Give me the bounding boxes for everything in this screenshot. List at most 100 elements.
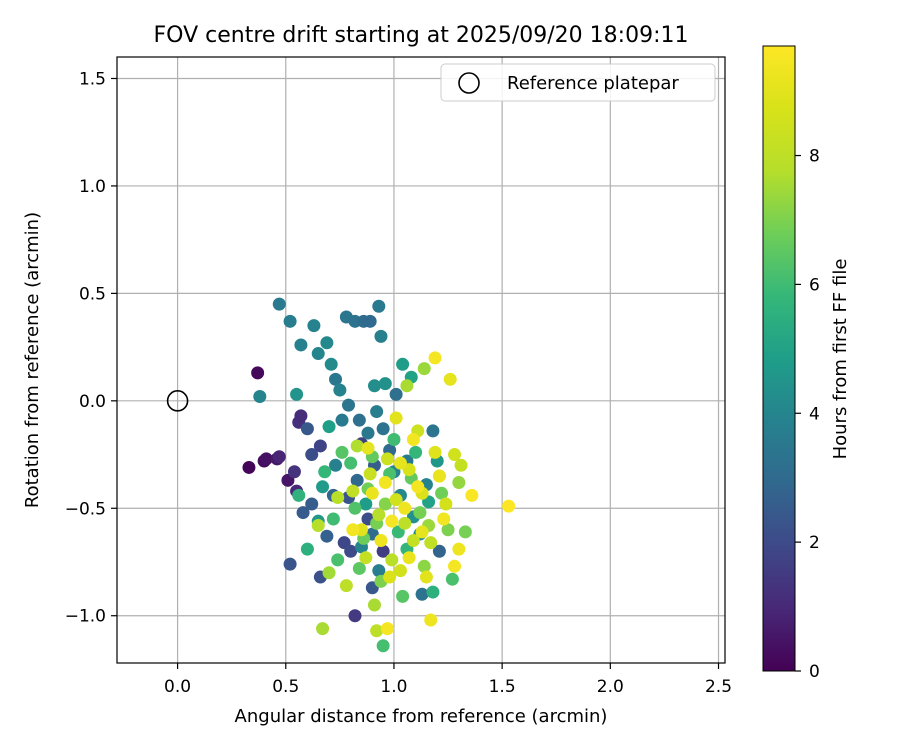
data-point — [331, 491, 345, 505]
data-point — [316, 622, 330, 636]
data-point — [435, 486, 449, 500]
colorbar-label: Hours from first FF file — [830, 259, 851, 460]
data-point — [452, 542, 466, 556]
plot-frame — [116, 56, 726, 664]
data-point — [318, 465, 332, 479]
data-point — [443, 372, 457, 386]
data-point — [283, 557, 297, 571]
y-tick-label: 1.0 — [79, 177, 106, 197]
data-point — [387, 433, 401, 447]
data-point — [283, 314, 297, 328]
data-point — [363, 314, 377, 328]
data-point — [272, 450, 286, 464]
data-point — [322, 420, 336, 434]
data-point — [344, 456, 358, 470]
data-point — [411, 480, 425, 494]
data-point — [454, 458, 468, 472]
data-point — [445, 572, 459, 586]
x-tick-label: 1.0 — [380, 677, 407, 697]
data-point — [448, 559, 462, 573]
x-tick-label: 1.5 — [489, 677, 516, 697]
y-tick-label: 0.0 — [79, 392, 106, 412]
data-point — [333, 383, 347, 397]
data-point — [417, 559, 431, 573]
data-point — [389, 411, 403, 425]
data-point — [294, 409, 308, 423]
data-point — [380, 622, 394, 636]
data-point — [413, 506, 427, 520]
data-point — [426, 585, 440, 599]
data-point — [300, 422, 314, 436]
data-point — [396, 357, 410, 371]
colorbar-ticks: 0 2 4 6 8 — [795, 147, 820, 682]
colorbar-tick-label: 8 — [809, 147, 820, 167]
data-point — [417, 362, 431, 376]
data-point — [385, 514, 399, 528]
data-point — [326, 512, 340, 526]
data-point — [439, 497, 453, 511]
y-tick-label: 0.5 — [79, 284, 106, 304]
data-point — [378, 475, 392, 489]
x-tick-label: 2.0 — [597, 677, 624, 697]
legend-marker-icon — [458, 72, 480, 94]
x-axis-label: Angular distance from reference (arcmin) — [235, 706, 608, 727]
colorbar-tick-label: 0 — [809, 662, 820, 682]
data-point — [406, 433, 420, 447]
data-point — [350, 473, 364, 487]
data-point — [305, 448, 319, 462]
data-point — [331, 553, 345, 567]
data-point — [437, 512, 451, 526]
data-point — [370, 624, 384, 638]
grid-lines — [117, 57, 725, 663]
data-point — [424, 536, 438, 550]
data-point — [428, 445, 442, 459]
data-point — [367, 379, 381, 393]
data-point — [365, 486, 379, 500]
legend-label: Reference platepar — [507, 73, 679, 94]
y-axis-ticks: −1.0 −0.5 0.0 0.5 1.0 1.5 — [65, 69, 117, 627]
scatter-points — [242, 297, 516, 653]
data-point — [352, 413, 366, 427]
data-point — [290, 387, 304, 401]
data-point — [426, 424, 440, 438]
data-point — [305, 497, 319, 511]
data-point — [415, 525, 429, 539]
data-point — [448, 448, 462, 462]
legend: Reference platepar — [440, 63, 716, 102]
data-point — [428, 351, 442, 365]
data-point — [376, 422, 390, 436]
x-tick-label: 2.5 — [705, 677, 732, 697]
data-point — [424, 613, 438, 627]
data-point — [352, 561, 366, 575]
data-point — [307, 319, 321, 333]
data-point — [396, 589, 410, 603]
data-point — [374, 534, 388, 548]
x-tick-label: 0.5 — [272, 677, 299, 697]
x-axis-ticks: 0.0 0.5 1.0 1.5 2.0 2.5 — [164, 663, 732, 697]
data-point — [292, 488, 306, 502]
data-point — [376, 639, 390, 653]
data-point — [372, 508, 386, 522]
data-point — [374, 329, 388, 343]
data-point — [316, 480, 330, 494]
colorbar-tick-label: 4 — [809, 404, 820, 424]
data-point — [348, 609, 362, 623]
data-point — [329, 372, 343, 386]
data-point — [324, 357, 338, 371]
data-point — [296, 506, 310, 520]
data-point — [346, 484, 360, 498]
data-point — [376, 544, 390, 558]
data-point — [287, 465, 301, 479]
data-point — [320, 529, 334, 543]
colorbar-tick-label: 2 — [809, 533, 820, 553]
data-point — [389, 387, 403, 401]
data-point — [329, 458, 343, 472]
data-point — [359, 497, 373, 511]
colorbar-tick-label: 6 — [809, 275, 820, 295]
data-point — [361, 441, 375, 455]
data-point — [400, 379, 414, 393]
data-point — [393, 456, 407, 470]
data-point — [272, 297, 286, 311]
reference-platepar-marker — [166, 390, 189, 412]
